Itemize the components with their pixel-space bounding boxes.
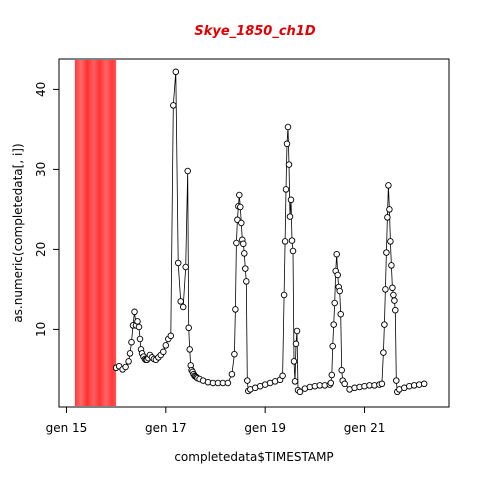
- data-point: [420, 380, 428, 388]
- series-points: [112, 68, 428, 396]
- x-tick-label: gen 15: [46, 421, 88, 435]
- y-tick-label: 20: [34, 242, 48, 257]
- data-point: [231, 350, 238, 358]
- data-point: [241, 250, 248, 257]
- data-point: [238, 219, 245, 227]
- data-point: [330, 321, 337, 328]
- data-point: [296, 388, 304, 396]
- data-point: [135, 323, 143, 331]
- data-point: [172, 68, 180, 76]
- data-point: [391, 297, 398, 304]
- data-point: [125, 358, 132, 365]
- data-point: [232, 306, 239, 313]
- data-point: [136, 335, 144, 343]
- data-point: [236, 191, 243, 199]
- data-point: [134, 318, 141, 325]
- data-point: [160, 348, 167, 356]
- data-point: [237, 203, 244, 211]
- data-point: [378, 380, 386, 388]
- data-point: [334, 271, 341, 279]
- data-point: [291, 378, 299, 385]
- data-point: [287, 196, 295, 204]
- data-point: [392, 306, 399, 314]
- data-point: [179, 303, 187, 311]
- data-point: [174, 259, 182, 267]
- data-point: [292, 340, 300, 348]
- data-point: [384, 214, 391, 221]
- data-point: [390, 291, 397, 299]
- data-point: [167, 332, 175, 340]
- data-point: [331, 299, 338, 307]
- data-point: [289, 247, 297, 255]
- x-axis-label: completedata$TIMESTAMP: [174, 450, 333, 464]
- data-point: [393, 377, 400, 384]
- y-tick-label: 30: [34, 162, 48, 177]
- y-axis-label: as.numeric(completedata[, i]): [11, 143, 25, 322]
- y-tick-label: 10: [34, 322, 48, 337]
- data-point: [341, 380, 348, 388]
- data-point: [286, 213, 294, 220]
- data-point: [170, 102, 177, 109]
- data-point: [122, 363, 129, 371]
- data-point: [280, 291, 288, 299]
- x-tick-label: gen 17: [145, 421, 187, 435]
- data-point: [182, 263, 189, 271]
- data-point: [336, 287, 343, 295]
- data-point: [240, 240, 247, 248]
- x-tick-label: gen 19: [244, 421, 286, 435]
- data-point: [382, 286, 389, 293]
- data-point: [385, 182, 392, 189]
- data-point: [185, 324, 192, 332]
- data-point: [243, 278, 250, 285]
- data-point: [283, 140, 291, 148]
- data-point: [381, 321, 388, 328]
- data-point: [126, 350, 134, 357]
- highlight-band: [74, 60, 117, 406]
- data-point: [327, 379, 335, 387]
- x-axis: gen 15 gen 17 gen 19 gen 21: [46, 406, 386, 435]
- data-point: [328, 371, 336, 379]
- data-point: [233, 239, 240, 247]
- data-point: [337, 310, 344, 318]
- data-point: [282, 186, 290, 193]
- data-point: [329, 342, 336, 350]
- data-point: [293, 327, 301, 335]
- data-point: [338, 366, 345, 374]
- data-point: [285, 161, 293, 168]
- y-tick-label: 40: [34, 82, 48, 97]
- data-point: [388, 262, 395, 269]
- y-axis: 10 20 30 40: [34, 82, 60, 337]
- data-point: [186, 346, 193, 353]
- data-point: [387, 238, 394, 245]
- data-point: [131, 308, 138, 316]
- data-point: [389, 284, 396, 292]
- data-point: [284, 123, 292, 131]
- data-point: [279, 372, 286, 380]
- data-point: [184, 167, 191, 175]
- chart-title: Skye_1850_ch1D: [194, 24, 315, 39]
- data-point: [288, 237, 296, 244]
- data-point: [162, 342, 170, 349]
- data-point: [281, 238, 289, 245]
- data-point: [386, 206, 393, 213]
- data-point: [128, 338, 135, 346]
- data-point: [383, 249, 390, 256]
- data-point: [333, 250, 340, 258]
- data-point: [244, 377, 251, 384]
- data-point: [290, 358, 298, 365]
- data-point: [242, 265, 249, 272]
- data-point: [228, 370, 236, 378]
- data-point: [224, 379, 232, 387]
- data-point: [380, 349, 387, 356]
- series-path: [115, 71, 425, 393]
- data-point: [177, 298, 184, 305]
- x-tick-label: gen 21: [344, 421, 386, 435]
- series-line: [115, 71, 425, 393]
